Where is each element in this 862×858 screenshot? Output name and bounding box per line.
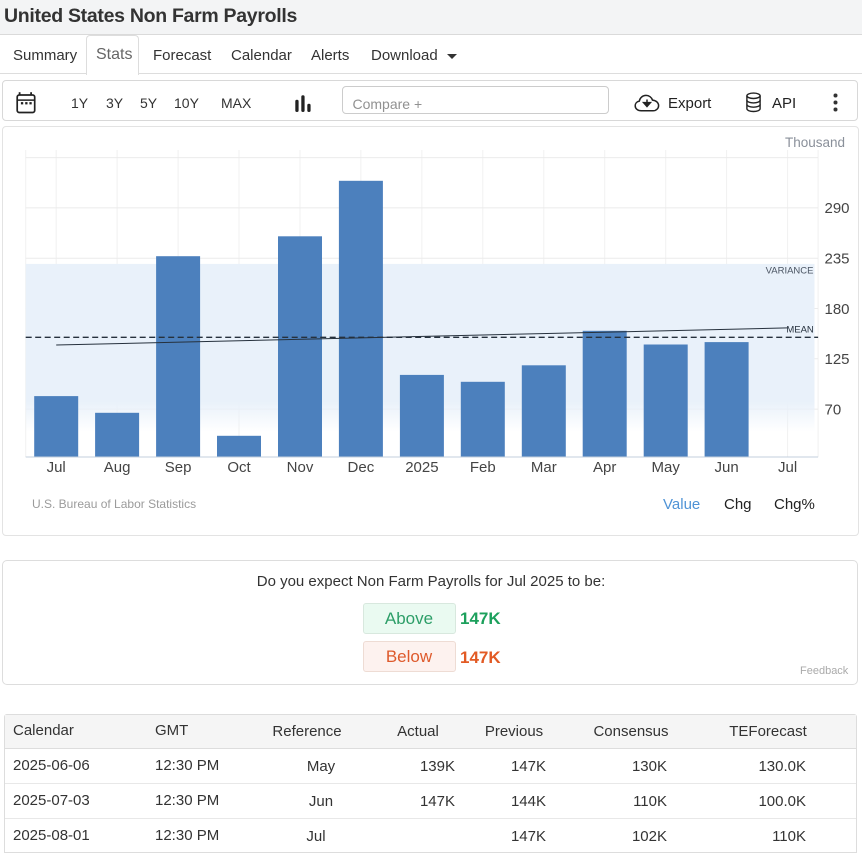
svg-text:May: May bbox=[652, 459, 681, 476]
svg-text:Jul: Jul bbox=[778, 459, 797, 476]
svg-text:Jul: Jul bbox=[47, 459, 66, 476]
svg-text:Jun: Jun bbox=[715, 459, 739, 476]
svg-text:Aug: Aug bbox=[104, 459, 131, 476]
svg-text:70: 70 bbox=[825, 401, 842, 418]
svg-text:2025: 2025 bbox=[405, 459, 438, 476]
svg-text:290: 290 bbox=[825, 200, 850, 217]
svg-text:VARIANCE: VARIANCE bbox=[766, 265, 814, 276]
svg-text:MEAN: MEAN bbox=[786, 324, 814, 335]
svg-text:Nov: Nov bbox=[287, 459, 314, 476]
svg-text:Mar: Mar bbox=[531, 459, 557, 476]
svg-text:Feb: Feb bbox=[470, 459, 496, 476]
svg-text:Dec: Dec bbox=[348, 459, 375, 476]
svg-text:235: 235 bbox=[825, 250, 850, 267]
svg-text:Oct: Oct bbox=[227, 459, 251, 476]
svg-text:Apr: Apr bbox=[593, 459, 616, 476]
svg-text:125: 125 bbox=[825, 351, 850, 368]
svg-text:Sep: Sep bbox=[165, 459, 192, 476]
svg-text:180: 180 bbox=[825, 300, 850, 317]
